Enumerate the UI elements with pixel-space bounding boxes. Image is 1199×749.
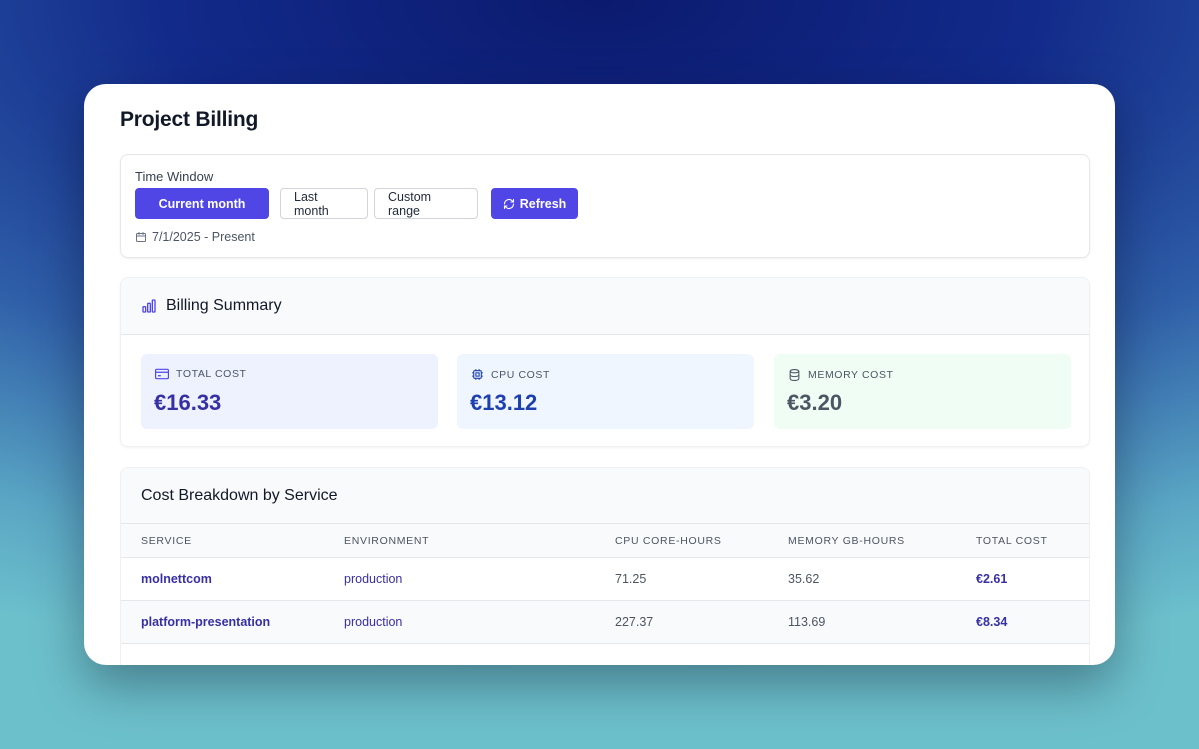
time-window-panel: Time Window Current month Last month Cus… — [120, 154, 1090, 258]
memory-hours-cell: 113.69 — [788, 600, 976, 644]
total-cost-card: TOTAL COST €16.33 — [141, 354, 438, 429]
column-header-service[interactable]: SERVICE — [121, 524, 344, 558]
time-window-buttons: Current month Last month Custom range Re… — [135, 188, 578, 219]
cost-breakdown-table: SERVICE ENVIRONMENT CPU CORE-HOURS MEMOR… — [121, 524, 1089, 644]
billing-summary-header: Billing Summary — [121, 278, 1089, 335]
bar-chart-icon — [141, 298, 157, 314]
date-range: 7/1/2025 - Present — [135, 230, 255, 244]
cpu-cost-label: CPU COST — [491, 368, 551, 381]
memory-cost-value: €3.20 — [787, 390, 843, 415]
billing-summary-panel: Billing Summary TOTAL COST €16.33 — [120, 277, 1090, 447]
memory-hours-cell: 35.62 — [788, 557, 976, 601]
cpu-cost-card: CPU COST €13.12 — [457, 354, 754, 429]
total-cost-label: TOTAL COST — [176, 368, 247, 380]
cpu-icon — [471, 368, 484, 381]
column-header-memory[interactable]: MEMORY GB-HOURS — [788, 524, 976, 558]
environment-cell: production — [344, 600, 615, 644]
column-header-total[interactable]: TOTAL COST — [976, 524, 1089, 558]
cpu-hours-cell: 71.25 — [615, 557, 788, 601]
credit-card-icon — [155, 368, 169, 380]
total-cost-cell: €8.34 — [976, 600, 1089, 644]
total-cost-value: €16.33 — [154, 390, 222, 415]
environment-cell: production — [344, 557, 615, 601]
billing-summary-title: Billing Summary — [166, 297, 282, 314]
calendar-icon — [135, 231, 147, 243]
service-cell[interactable]: platform-presentation — [121, 600, 344, 644]
billing-card: Project Billing Time Window Current mont… — [84, 84, 1115, 665]
cost-breakdown-header: Cost Breakdown by Service — [121, 468, 1089, 524]
refresh-label: Refresh — [519, 196, 567, 211]
page-title: Project Billing — [120, 108, 259, 131]
refresh-button[interactable]: Refresh — [491, 188, 578, 219]
total-cost-cell: €2.61 — [976, 557, 1089, 601]
database-icon — [788, 368, 801, 382]
cpu-cost-value: €13.12 — [470, 390, 538, 415]
current-month-button[interactable]: Current month — [135, 188, 269, 219]
memory-cost-label: MEMORY COST — [808, 369, 894, 381]
time-window-label: Time Window — [135, 169, 214, 184]
table-row[interactable]: molnettcom production 71.25 35.62 €2.61 — [121, 557, 1089, 601]
last-month-button[interactable]: Last month — [280, 188, 368, 219]
table-header-row: SERVICE ENVIRONMENT CPU CORE-HOURS MEMOR… — [121, 524, 1089, 558]
service-cell[interactable]: molnettcom — [121, 557, 344, 601]
refresh-icon — [503, 198, 515, 210]
cost-breakdown-title: Cost Breakdown by Service — [141, 486, 338, 504]
column-header-cpu[interactable]: CPU CORE-HOURS — [615, 524, 788, 558]
column-header-environment[interactable]: ENVIRONMENT — [344, 524, 615, 558]
table-row[interactable]: platform-presentation production 227.37 … — [121, 600, 1089, 644]
custom-range-button[interactable]: Custom range — [374, 188, 478, 219]
cpu-hours-cell: 227.37 — [615, 600, 788, 644]
memory-cost-card: MEMORY COST €3.20 — [774, 354, 1071, 429]
date-range-text: 7/1/2025 - Present — [152, 230, 255, 244]
cost-breakdown-panel: Cost Breakdown by Service SERVICE ENVIRO… — [120, 467, 1090, 665]
